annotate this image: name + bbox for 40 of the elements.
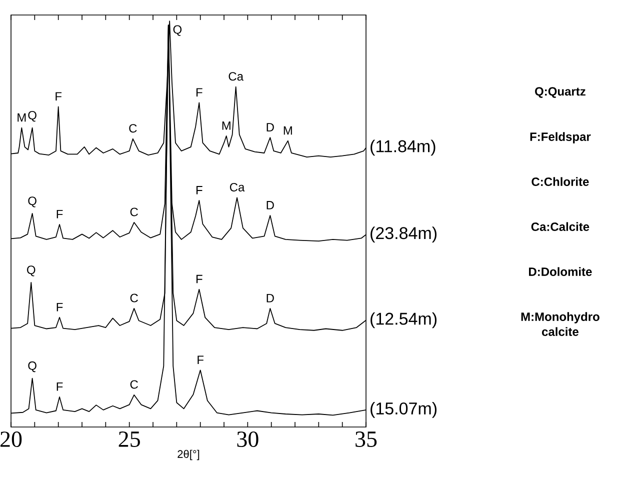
annotation: F [56,302,63,312]
annotation: D [266,294,274,302]
text: M:Monohydro calcite [521,312,600,336]
x-tick-label: 35 [356,432,377,447]
annotation: M [284,126,292,135]
x-tick-label: 25 [118,432,140,447]
series-label: (23.84m) [370,226,436,242]
annotation: C [130,380,138,389]
text: Ca:Calcite [531,222,590,232]
annotation: Q [28,361,36,372]
annotation: Q [173,25,182,36]
text: D:Dolomite [529,267,592,276]
annotation: F [56,382,63,391]
annotation: Ca [228,72,244,81]
series-label: (12.54m) [370,312,436,328]
annotation: C [130,208,138,216]
annotation: F [196,274,202,284]
annotation: F [56,210,63,218]
annotation: F [196,186,202,194]
annotation: Q [28,196,36,208]
annotation: Ca [230,182,245,192]
annotation: C [129,124,137,133]
text: Q:Quartz [535,87,586,98]
annotation: Q [28,110,36,122]
annotation: M [18,113,26,122]
annotation: Q [27,266,36,276]
x-axis-title: 2θ[°] [178,450,200,460]
series-label: (15.07m) [370,402,436,418]
annotation: F [196,88,202,96]
annotation: D [266,201,274,210]
x-tick-label: 30 [237,432,258,448]
annotation: C [130,294,138,302]
text: F:Feldspar [530,132,591,144]
x-tick-label: 20 [0,432,22,448]
annotation: D [266,123,274,132]
series-label: (11.84m) [370,140,436,156]
annotation: M [222,122,230,130]
annotation: F [198,356,204,364]
annotation: F [56,92,62,101]
text: C:Chlorite [532,177,589,186]
